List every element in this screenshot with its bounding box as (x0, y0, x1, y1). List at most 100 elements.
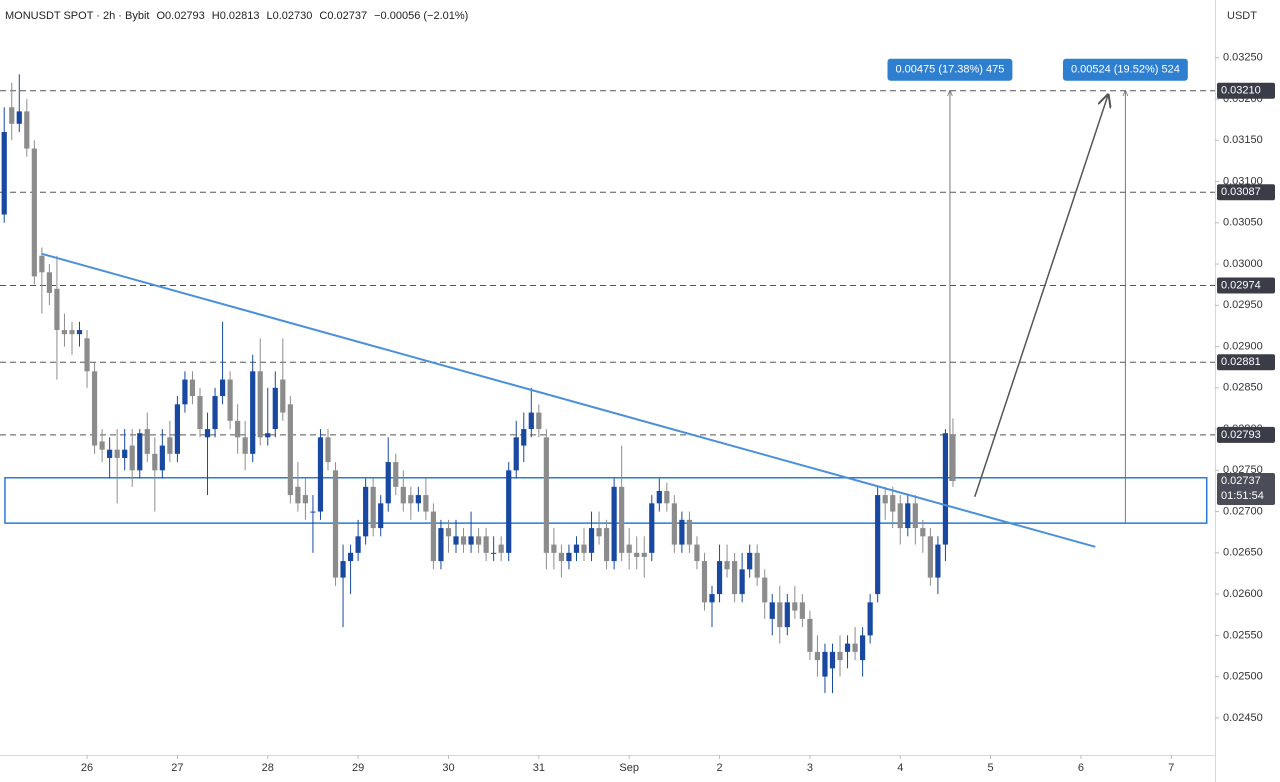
candle-body (69, 330, 75, 335)
candle-body (867, 602, 873, 636)
candle-body (671, 503, 677, 545)
candle-body (777, 602, 783, 628)
candle-body (363, 486, 369, 537)
candle-body (9, 107, 15, 124)
candle-body (905, 503, 911, 529)
candle-body (430, 511, 437, 562)
candle-body (573, 544, 580, 553)
candle-body (438, 528, 444, 562)
candle-body (378, 503, 384, 529)
candle-body (408, 495, 414, 504)
candle-body (807, 618, 813, 652)
candle-body (543, 437, 549, 553)
candle-body (385, 462, 391, 504)
candle-body (453, 536, 459, 545)
candle-body (250, 371, 256, 454)
axes: 0.02450 0.02500 0.02550 0.02600 0.02650 0.027… (81, 52, 1275, 774)
price-tag-label: 0.02737 (1221, 475, 1261, 487)
candle-body (927, 536, 933, 578)
candle-body (122, 449, 128, 458)
y-tick-label: 0.02450 (1223, 712, 1263, 724)
level-tag (1217, 82, 1275, 99)
projection-arrow (974, 95, 1108, 497)
candle-body (709, 594, 715, 603)
candle-body (536, 412, 542, 430)
y-tick-label: 0.02550 (1223, 629, 1263, 641)
ohlc-legend: L0.02730 (267, 10, 313, 22)
candle-body (347, 552, 354, 562)
candle-body (679, 519, 685, 545)
candle-body (370, 486, 376, 529)
candle-body (920, 528, 926, 537)
candle-body (649, 503, 655, 553)
y-tick-label: 0.02500 (1223, 671, 1263, 683)
ohlc-legend: −0.00056 (−2.01%) (374, 10, 468, 22)
candle-body (189, 379, 196, 397)
candle-body (875, 495, 881, 595)
x-tick-label: 26 (81, 762, 93, 774)
candle-body (581, 544, 587, 553)
candle-body (340, 561, 346, 578)
candle-body (31, 148, 37, 277)
candle-body (882, 495, 888, 504)
candle-body (310, 511, 316, 513)
candle-body (325, 437, 331, 463)
candle-body (739, 569, 745, 595)
y-tick-label: 0.02950 (1223, 299, 1263, 311)
candle-body (174, 404, 181, 454)
candle-body (265, 433, 271, 438)
candle-body (762, 577, 768, 603)
candle-body (204, 429, 211, 438)
measure-label: 0.00524 (19.52%) 524 (1071, 64, 1180, 76)
candle-body (460, 536, 467, 545)
candle-body (332, 470, 339, 578)
candle-body (355, 536, 361, 553)
candle-body (242, 437, 248, 454)
candle-body (792, 602, 798, 611)
candle-body (950, 434, 956, 482)
candle-body (694, 544, 700, 562)
x-tick-label: 4 (897, 762, 903, 774)
candle-body (686, 519, 693, 545)
candle-body (1, 132, 7, 215)
x-tick-label: 30 (442, 762, 454, 774)
candle-body (701, 561, 708, 603)
candle-body (317, 437, 324, 512)
y-tick-label: 0.02700 (1223, 505, 1263, 517)
candle-body (814, 651, 821, 661)
currency-label: USDT (1227, 10, 1257, 22)
candle-body (634, 552, 640, 557)
candle-body (912, 503, 918, 529)
candle-body (829, 651, 836, 669)
candle-body (24, 111, 30, 149)
y-tick-label: 0.03050 (1223, 217, 1263, 229)
candle-body (784, 602, 790, 628)
candle-body (468, 536, 474, 545)
y-tick-label: 0.03000 (1223, 258, 1263, 270)
candle-body (235, 420, 241, 438)
candle-body (897, 503, 903, 529)
candle-body (39, 255, 45, 273)
x-tick-label: 27 (171, 762, 183, 774)
y-tick-label: 0.03250 (1223, 52, 1263, 64)
candle-body (724, 561, 730, 570)
candle-body (129, 445, 135, 471)
x-tick-label: 7 (1168, 762, 1174, 774)
support-zone (4, 477, 1208, 524)
candle-body (611, 486, 617, 562)
x-tick-label: 28 (262, 762, 274, 774)
level-tag (1217, 184, 1275, 201)
candle-body (152, 453, 158, 471)
candle-body (415, 495, 421, 504)
level-tag-label: 0.03210 (1221, 85, 1261, 97)
plot-area (0, 74, 1215, 694)
candle-body (76, 330, 83, 335)
x-tick-label: 6 (1078, 762, 1084, 774)
ohlc-legend: O0.02793 (156, 10, 204, 22)
y-tick-label: 0.03150 (1223, 134, 1263, 146)
x-tick-label: 2 (716, 762, 722, 774)
y-tick-label: 0.02650 (1223, 547, 1263, 559)
candle-body (528, 412, 534, 430)
candle-body (280, 379, 286, 413)
